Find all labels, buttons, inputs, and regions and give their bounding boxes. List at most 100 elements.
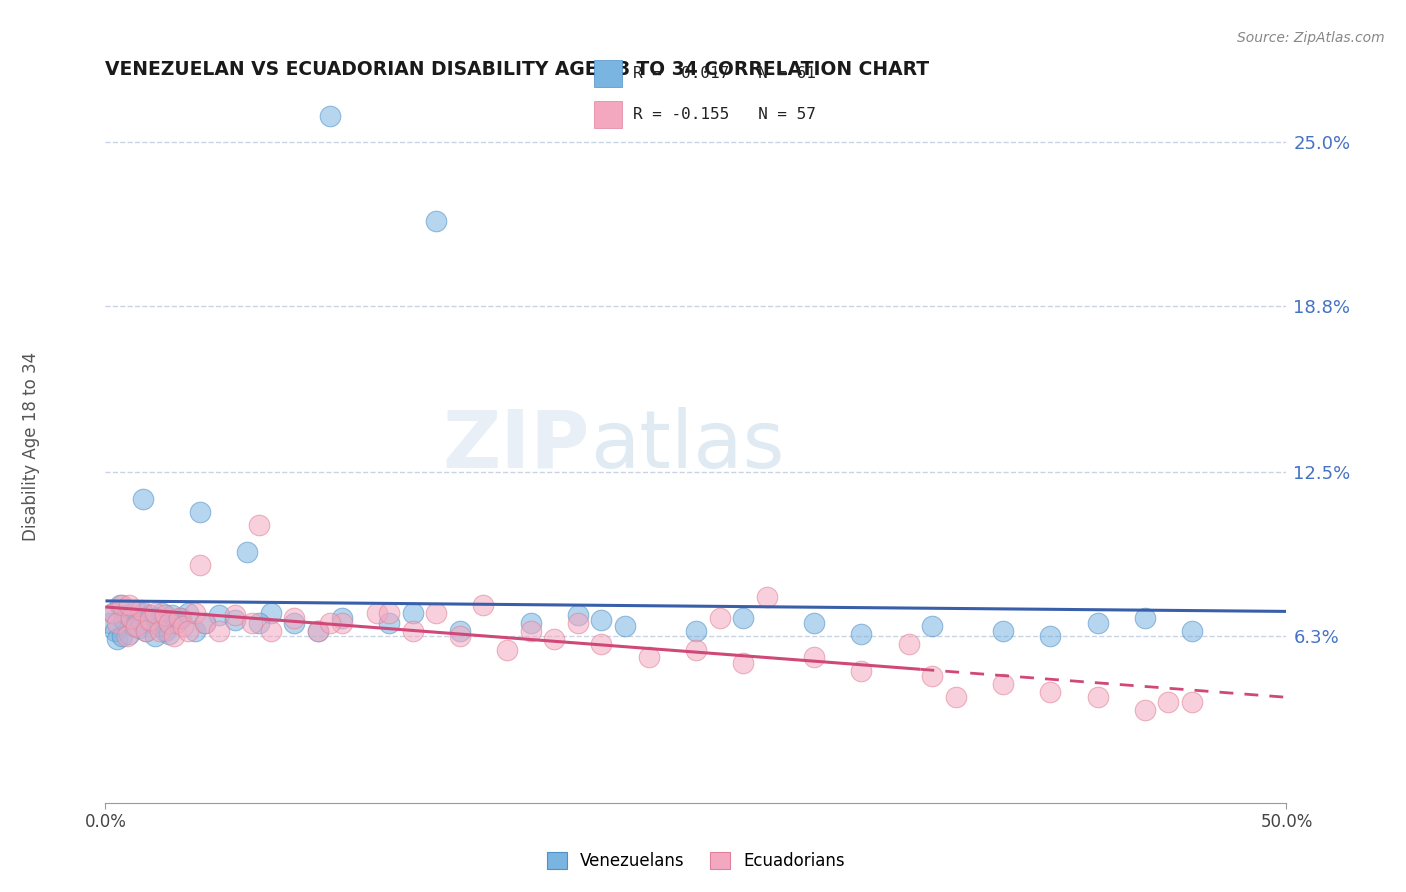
Text: Disability Age 18 to 34: Disability Age 18 to 34 (22, 351, 39, 541)
Point (111, 598, 134, 612)
Point (319, 109, 342, 123)
Point (157, 626, 180, 640)
Point (172, 618, 194, 632)
Point (1181, 624, 1204, 638)
Point (150, 606, 173, 620)
Point (98, 616, 121, 631)
Point (567, 616, 589, 631)
Point (260, 606, 283, 620)
Point (224, 614, 246, 628)
Point (449, 629, 471, 643)
Point (378, 606, 401, 620)
Point (224, 608, 246, 623)
Text: Source: ZipAtlas.com: Source: ZipAtlas.com (1237, 31, 1385, 45)
Point (120, 611, 142, 625)
Point (991, 624, 1014, 638)
Point (401, 624, 423, 638)
Point (637, 650, 659, 665)
Point (307, 624, 329, 638)
Point (167, 611, 190, 625)
Point (319, 616, 342, 631)
Point (240, 616, 263, 631)
Point (378, 616, 401, 631)
Point (149, 618, 172, 632)
Point (709, 611, 731, 625)
Point (591, 614, 613, 628)
Point (177, 624, 200, 638)
Point (733, 656, 755, 670)
Point (125, 618, 148, 632)
Bar (595, 101, 621, 128)
Point (125, 603, 148, 617)
Point (165, 616, 187, 631)
Point (112, 614, 135, 628)
Point (111, 629, 134, 643)
Point (136, 614, 159, 628)
Point (496, 642, 519, 657)
Point (1157, 695, 1180, 709)
Point (236, 545, 259, 559)
Point (208, 624, 231, 638)
Point (1133, 703, 1156, 717)
Point (519, 616, 541, 631)
Point (472, 598, 495, 612)
Point (143, 606, 166, 620)
Point (128, 621, 150, 635)
Point (194, 616, 217, 631)
Point (153, 608, 176, 623)
Point (170, 611, 193, 625)
Point (118, 598, 141, 612)
Point (330, 616, 353, 631)
Text: R = -0.155   N = 57: R = -0.155 N = 57 (633, 107, 815, 121)
Point (101, 606, 124, 620)
Point (366, 606, 388, 620)
Point (143, 629, 166, 643)
Point (108, 598, 131, 612)
Point (1133, 611, 1156, 625)
Point (105, 632, 128, 646)
Point (921, 669, 943, 683)
Point (897, 637, 920, 651)
Point (149, 624, 172, 638)
Point (921, 618, 943, 632)
Point (129, 616, 152, 631)
Point (1181, 695, 1204, 709)
Point (519, 624, 541, 638)
Point (307, 624, 329, 638)
Point (122, 618, 145, 632)
Point (425, 214, 447, 228)
Point (156, 614, 179, 628)
Point (803, 616, 825, 631)
Text: R = -0.017   N = 61: R = -0.017 N = 61 (633, 66, 815, 80)
Point (260, 624, 283, 638)
Point (160, 608, 183, 623)
Point (157, 616, 180, 631)
Point (247, 518, 270, 533)
Point (685, 642, 707, 657)
Point (188, 505, 211, 519)
Point (129, 603, 152, 617)
Point (146, 611, 169, 625)
Point (330, 611, 353, 625)
Point (139, 608, 162, 623)
Point (208, 608, 231, 623)
Point (135, 624, 157, 638)
Point (139, 614, 162, 628)
Point (188, 558, 211, 572)
Point (194, 616, 217, 631)
Point (184, 606, 207, 620)
Point (115, 608, 138, 623)
Point (153, 624, 176, 638)
Point (118, 626, 141, 640)
Point (755, 590, 778, 604)
Point (401, 606, 423, 620)
Point (991, 677, 1014, 691)
Point (163, 629, 186, 643)
Point (543, 632, 565, 646)
Point (685, 624, 707, 638)
Legend: Venezuelans, Ecuadorians: Venezuelans, Ecuadorians (540, 845, 852, 877)
Point (1087, 616, 1109, 631)
Point (945, 690, 967, 704)
Point (1087, 690, 1109, 704)
Point (567, 608, 589, 623)
